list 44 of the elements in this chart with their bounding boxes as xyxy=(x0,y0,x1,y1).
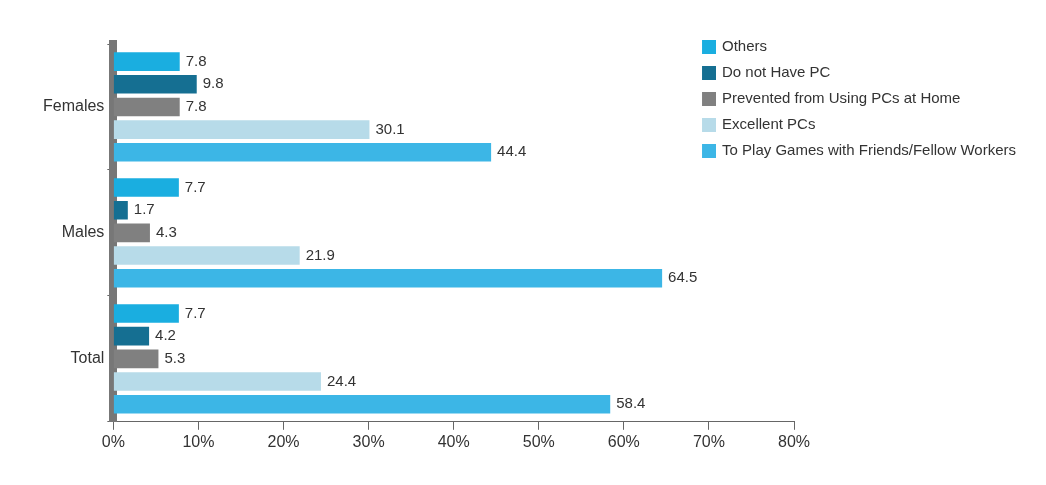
x-tick-label: 50% xyxy=(522,432,555,450)
y-tick-label: Males xyxy=(61,223,105,241)
data-label: 7.8 xyxy=(185,97,207,115)
x-tick-label: 10% xyxy=(182,432,215,450)
bar xyxy=(113,143,492,162)
data-label: 1.7 xyxy=(133,200,155,218)
bar xyxy=(113,326,150,346)
bar xyxy=(113,394,611,414)
bar xyxy=(113,52,180,71)
legend-label: To Play Games with Friends/Fellow Workers xyxy=(722,141,1017,159)
data-label: 5.3 xyxy=(164,348,186,366)
data-label: 9.8 xyxy=(202,74,224,92)
x-tick-label: 40% xyxy=(437,432,470,450)
data-label: 7.8 xyxy=(185,51,207,69)
x-tick-label: 70% xyxy=(692,432,725,450)
data-label: 21.9 xyxy=(305,245,335,263)
data-label: 30.1 xyxy=(375,119,405,137)
data-label: 24.4 xyxy=(326,371,357,389)
x-tick-label: 30% xyxy=(352,432,385,450)
legend-label: Excellent PCs xyxy=(722,115,816,133)
bar xyxy=(113,178,179,197)
data-label: 7.7 xyxy=(184,303,206,321)
x-tick-label: 80% xyxy=(777,432,811,450)
y-tick-label: Total xyxy=(70,349,105,367)
bar xyxy=(113,268,663,288)
data-label: 4.3 xyxy=(155,223,177,241)
data-label: 7.7 xyxy=(184,177,206,195)
bar xyxy=(113,120,370,139)
data-label: 64.5 xyxy=(668,268,698,286)
data-label: 4.2 xyxy=(155,326,176,344)
legend-label: Others xyxy=(722,37,768,55)
x-tick-label: 20% xyxy=(267,432,300,450)
bar xyxy=(113,372,321,391)
data-label: 44.4 xyxy=(497,142,527,160)
x-tick-label: 60% xyxy=(607,432,640,450)
legend-label: Prevented from Using PCs at Home xyxy=(722,89,961,107)
bar xyxy=(113,246,300,265)
y-tick-label: Females xyxy=(42,97,105,115)
bar xyxy=(113,304,179,323)
x-tick-label: 0% xyxy=(101,432,125,450)
data-label: 58.4 xyxy=(616,394,646,412)
legend-label: Do not Have PC xyxy=(722,63,831,81)
bar xyxy=(113,200,128,220)
bar xyxy=(113,75,197,94)
